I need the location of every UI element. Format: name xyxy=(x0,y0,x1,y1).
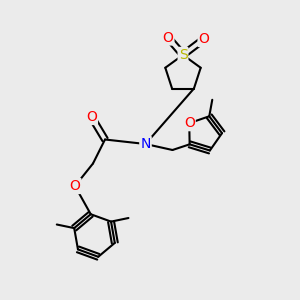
Text: O: O xyxy=(86,110,97,124)
Text: N: N xyxy=(140,137,151,151)
Text: O: O xyxy=(70,179,80,193)
Text: O: O xyxy=(199,32,209,46)
Text: S: S xyxy=(178,48,188,62)
Text: O: O xyxy=(184,116,195,130)
Text: O: O xyxy=(163,31,173,44)
